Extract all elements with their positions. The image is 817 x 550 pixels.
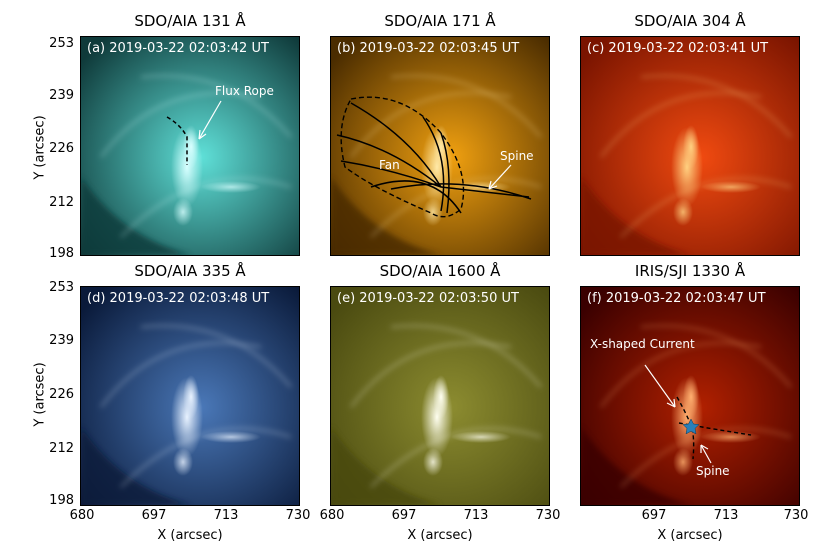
solar-image-5 xyxy=(581,287,799,505)
timestamp-c: (c) 2019-03-22 02:03:41 UT xyxy=(587,41,769,56)
xtick-c-713: 713 xyxy=(713,508,739,523)
flux-rope-trace xyxy=(166,100,222,165)
label-fan: Fan xyxy=(379,158,400,172)
ytick-bot-253: 253 xyxy=(49,280,74,295)
solar-image-0 xyxy=(81,37,299,255)
label-x-shaped-current: X-shaped Current xyxy=(590,337,695,351)
ytick-top-253: 253 xyxy=(49,36,74,51)
image-panel-f: (f) 2019-03-22 02:03:47 UT xyxy=(580,286,800,506)
xtick-a-680: 680 xyxy=(69,508,95,523)
ytick-bot-198: 198 xyxy=(49,493,74,508)
title-panel-c: SDO/AIA 304 Å xyxy=(634,12,746,30)
xtick-a-730: 730 xyxy=(285,508,311,523)
xtick-c-730: 730 xyxy=(783,508,809,523)
ytick-top-239: 239 xyxy=(49,88,74,103)
image-panel-a: (a) 2019-03-22 02:03:42 UT xyxy=(80,36,300,256)
title-panel-e: SDO/AIA 1600 Å xyxy=(379,262,501,280)
timestamp-d: (d) 2019-03-22 02:03:48 UT xyxy=(87,291,270,306)
xtick-b-680: 680 xyxy=(319,508,345,523)
solar-image-2 xyxy=(581,37,799,255)
xtick-a-713: 713 xyxy=(213,508,239,523)
xlabel-b: X (arcsec) xyxy=(407,528,473,543)
star-marker-icon xyxy=(682,418,700,435)
title-panel-b: SDO/AIA 171 Å xyxy=(384,12,496,30)
ytick-bot-226: 226 xyxy=(49,387,74,402)
image-panel-b: (b) 2019-03-22 02:03:45 UT xyxy=(330,36,550,256)
ytick-top-198: 198 xyxy=(49,246,74,261)
fan-spine-field-lines xyxy=(336,96,532,218)
xtick-b-730: 730 xyxy=(535,508,561,523)
title-panel-d: SDO/AIA 335 Å xyxy=(134,262,246,280)
ylabel-bottom: Y (arcsec) xyxy=(32,362,48,427)
label-flux-rope: Flux Rope xyxy=(215,84,274,98)
title-panel-f: IRIS/SJI 1330 Å xyxy=(634,262,746,280)
ytick-top-226: 226 xyxy=(49,141,74,156)
ytick-bot-212: 212 xyxy=(49,441,74,456)
ylabel-top: Y (arcsec) xyxy=(32,115,48,180)
xtick-b-697: 697 xyxy=(391,508,417,523)
xtick-a-697: 697 xyxy=(141,508,167,523)
image-panel-c: (c) 2019-03-22 02:03:41 UT xyxy=(580,36,800,256)
ytick-bot-239: 239 xyxy=(49,333,74,348)
ytick-top-212: 212 xyxy=(49,195,74,210)
label-spine-f: Spine xyxy=(696,464,730,478)
xtick-c-697: 697 xyxy=(641,508,667,523)
solar-image-4 xyxy=(331,287,549,505)
timestamp-a: (a) 2019-03-22 02:03:42 UT xyxy=(87,41,269,56)
xlabel-c: X (arcsec) xyxy=(657,528,723,543)
xtick-b-713: 713 xyxy=(463,508,489,523)
xlabel-a: X (arcsec) xyxy=(157,528,223,543)
label-spine-b: Spine xyxy=(500,149,534,163)
timestamp-f: (f) 2019-03-22 02:03:47 UT xyxy=(587,291,766,306)
title-panel-a: SDO/AIA 131 Å xyxy=(134,12,246,30)
timestamp-e: (e) 2019-03-22 02:03:50 UT xyxy=(337,291,519,306)
solar-image-1 xyxy=(331,37,549,255)
image-panel-d: (d) 2019-03-22 02:03:48 UT xyxy=(80,286,300,506)
image-panel-e: (e) 2019-03-22 02:03:50 UT xyxy=(330,286,550,506)
timestamp-b: (b) 2019-03-22 02:03:45 UT xyxy=(337,41,520,56)
solar-image-3 xyxy=(81,287,299,505)
